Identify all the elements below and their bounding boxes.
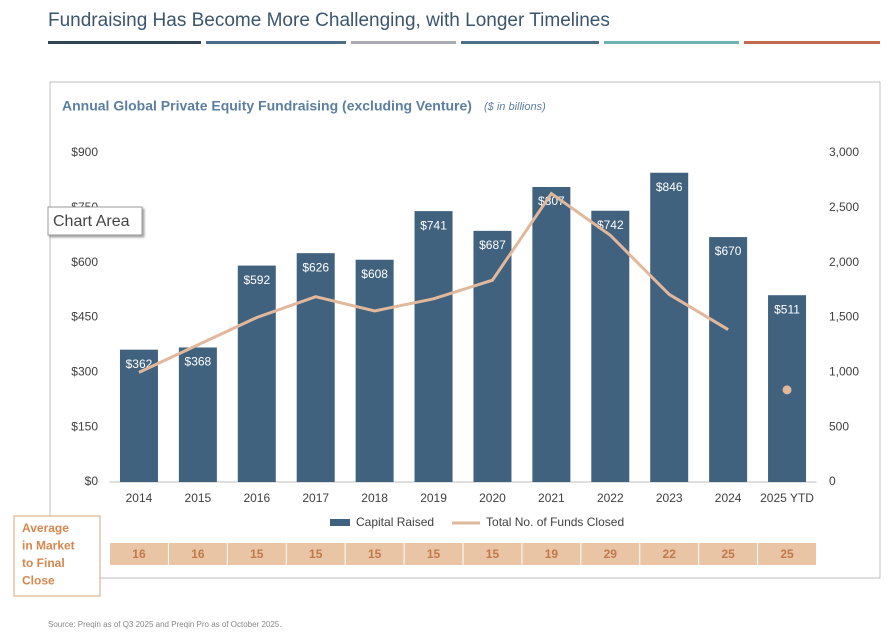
x-tick-label: 2014 (126, 491, 153, 505)
y2-tick-label: 500 (829, 419, 849, 433)
x-tick-label: 2023 (656, 491, 683, 505)
value-label: $846 (656, 180, 683, 194)
bar (355, 259, 394, 482)
legend-label: Capital Raised (356, 515, 434, 529)
months-value: 16 (132, 547, 146, 561)
value-label: $511 (774, 302, 800, 316)
months-label-line: to Final (22, 556, 65, 570)
x-tick-label: 2018 (361, 491, 388, 505)
plot: $0$150$300$450$600$750$90005001,0001,500… (71, 145, 859, 565)
bar (237, 265, 276, 482)
x-tick-label: 2025 YTD (760, 491, 814, 505)
tooltip: Chart Area (47, 206, 143, 236)
x-tick-label: 2017 (302, 491, 329, 505)
value-label: $592 (243, 273, 270, 287)
x-tick-label: 2024 (715, 491, 742, 505)
months-value: 22 (663, 547, 677, 561)
months-value: 19 (545, 547, 559, 561)
rule-segment (351, 41, 456, 44)
value-label: $368 (185, 355, 212, 369)
chart-frame (49, 81, 881, 579)
months-label: Average in Market to Final Close (22, 521, 75, 588)
rule-segment (206, 41, 346, 44)
y-tick-label: $450 (71, 310, 98, 324)
bar (473, 230, 512, 482)
tooltip-box (47, 206, 143, 236)
months-cell (168, 543, 227, 565)
months-cell (640, 543, 699, 565)
y2-tick-label: 2,000 (829, 255, 859, 269)
months-value: 29 (604, 547, 618, 561)
bar (178, 347, 217, 482)
value-label: $626 (302, 260, 329, 274)
y2-tick-label: 0 (829, 474, 836, 488)
months-cell (404, 543, 463, 565)
x-tick-label: 2021 (538, 491, 565, 505)
x-tick-label: 2022 (597, 491, 624, 505)
months-value: 16 (191, 547, 205, 561)
value-label: $742 (597, 218, 624, 232)
months-cell (227, 543, 286, 565)
y-tick-label: $300 (71, 365, 98, 379)
value-label: $362 (126, 357, 153, 371)
y-tick-label: $900 (71, 145, 98, 159)
bar (591, 210, 630, 482)
rule-segment (744, 41, 880, 44)
months-cell (345, 543, 404, 565)
months-cell (758, 543, 816, 565)
y2-tick-label: 2,500 (829, 200, 859, 214)
months-label-line: Close (22, 574, 55, 588)
chart-subtitle: ($ in billions) (484, 101, 546, 113)
x-tick-label: 2015 (185, 491, 212, 505)
line (138, 191, 729, 374)
source: Source: Preqin as of Q3 2025 and Preqin … (48, 620, 281, 629)
legend-swatch (330, 519, 350, 526)
x-tick-label: 2020 (479, 491, 506, 505)
value-label: $687 (479, 238, 506, 252)
y2-tick-label: 1,000 (829, 365, 859, 379)
legend-label: Total No. of Funds Closed (486, 515, 624, 529)
months-value: 25 (780, 547, 794, 561)
value-label: $670 (715, 244, 742, 258)
months-label-box (13, 515, 101, 597)
bar (650, 172, 689, 483)
tooltip-text: Chart Area (53, 213, 130, 230)
months-cell (463, 543, 522, 565)
rule-segment (461, 41, 599, 44)
months-value: 25 (721, 547, 735, 561)
value-label: $741 (420, 218, 447, 232)
months-value: 15 (427, 547, 441, 561)
months-value: 15 (250, 547, 264, 561)
months-cell (581, 543, 640, 565)
rule-segment (48, 41, 201, 44)
title-rule (48, 41, 880, 44)
x-tick-label: 2016 (243, 491, 270, 505)
months-cell (286, 543, 345, 565)
x-tick-label: 2019 (420, 491, 447, 505)
bar (414, 211, 453, 482)
value-label: $608 (361, 267, 388, 281)
y2-tick-label: 1,500 (829, 310, 859, 324)
y2-tick-label: 3,000 (829, 145, 859, 159)
months-value: 15 (486, 547, 500, 561)
slide-title: Fundraising Has Become More Challenging,… (48, 10, 610, 31)
months-cell (110, 543, 168, 565)
y-tick-label: $600 (71, 255, 98, 269)
months-value: 15 (309, 547, 323, 561)
bar (532, 186, 571, 482)
chart-title: Annual Global Private Equity Fundraising… (62, 98, 472, 114)
bar (709, 237, 748, 482)
marker (782, 385, 792, 395)
months-label-line: in Market (22, 539, 75, 553)
bar (296, 253, 335, 482)
months-label-line: Average (22, 521, 69, 535)
months-cell (699, 543, 758, 565)
rule-segment (604, 41, 739, 44)
y-tick-label: $0 (85, 474, 99, 488)
y-tick-label: $150 (71, 419, 98, 433)
months-value: 15 (368, 547, 382, 561)
months-cell (522, 543, 581, 565)
